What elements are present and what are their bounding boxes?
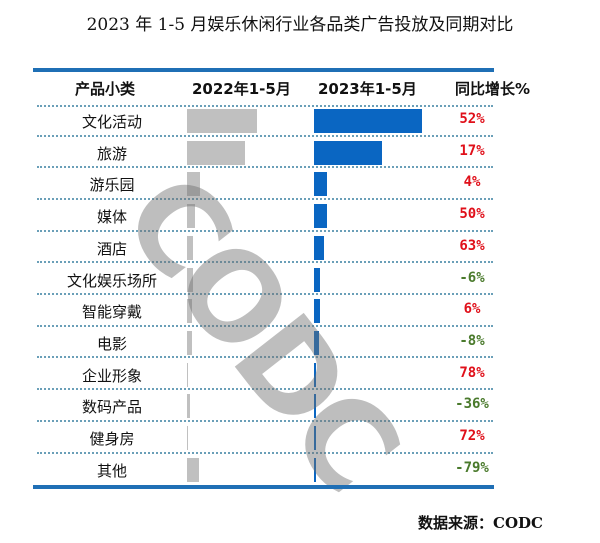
category-label: 文化娱乐场所 (66, 271, 157, 290)
category-label: 文化活动 (81, 113, 142, 131)
bar-2022 (187, 235, 193, 260)
top-rule (33, 68, 494, 72)
row-divider (37, 229, 493, 232)
yoy-value: 17% (459, 142, 485, 159)
yoy-value: -36% (455, 396, 489, 413)
row-divider (37, 356, 493, 359)
row-divider (37, 197, 493, 200)
bar-2022 (187, 457, 199, 482)
row-divider (37, 388, 493, 391)
bar-2022 (187, 172, 200, 197)
category-label: 游乐园 (89, 176, 135, 195)
bar-2023 (314, 330, 319, 355)
header-yoy: 同比增长% (455, 80, 531, 98)
table-row: 智能穿戴 6% (37, 295, 493, 327)
bar-2023 (314, 109, 422, 133)
bar-2023 (314, 394, 316, 419)
bar-2022 (187, 140, 245, 165)
data-source: 数据来源：CODC (418, 514, 543, 532)
table-row: 电影 -8% (37, 327, 493, 359)
table-row: 数码产品 -36% (37, 390, 493, 422)
bar-2023 (314, 140, 382, 165)
category-label: 旅游 (96, 144, 127, 163)
bar-2022 (187, 109, 257, 133)
category-label: 媒体 (96, 208, 127, 227)
row-divider (37, 134, 493, 137)
category-label: 健身房 (89, 430, 135, 448)
row-divider (37, 419, 493, 422)
bar-2022 (187, 362, 188, 387)
bar-2022 (187, 204, 195, 229)
bar-2023 (314, 299, 320, 324)
header-2023: 2023年1-5月 (318, 80, 417, 98)
category-label: 电影 (96, 334, 127, 353)
table-row: 其他 -79% (37, 454, 493, 486)
category-label: 智能穿戴 (81, 303, 142, 322)
yoy-value: 78% (459, 364, 485, 381)
bar-2022 (187, 426, 188, 450)
yoy-value: 52% (459, 111, 485, 127)
bar-2022 (187, 330, 192, 355)
table-row: 文化娱乐场所 -6% (37, 264, 493, 296)
bar-2022 (187, 394, 190, 419)
category-label: 酒店 (96, 239, 127, 258)
row-divider (37, 293, 493, 296)
table-row: 游乐园 4% (37, 168, 493, 200)
yoy-value: 6% (463, 301, 481, 318)
row-divider (37, 105, 493, 107)
table-row: 旅游 17% (37, 137, 493, 169)
yoy-value: 63% (459, 237, 485, 254)
bar-2023 (314, 267, 320, 292)
bar-2023 (314, 426, 316, 450)
bottom-rule (33, 485, 494, 489)
header-category: 产品小类 (75, 80, 136, 98)
bar-2022 (187, 267, 193, 292)
bar-2023 (314, 235, 324, 260)
table-row: 媒体 50% (37, 200, 493, 232)
row-divider (37, 451, 493, 454)
bar-2023 (314, 204, 327, 229)
table-row: 健身房 72% (37, 422, 493, 454)
category-label: 数码产品 (81, 398, 142, 417)
category-label: 企业形象 (81, 366, 142, 385)
row-divider (37, 261, 493, 264)
yoy-value: 50% (459, 206, 485, 223)
row-divider (37, 324, 493, 327)
table-row: 文化活动 52% (37, 105, 493, 137)
header-2022: 2022年1-5月 (192, 80, 291, 98)
yoy-value: -8% (459, 332, 485, 349)
bar-2023 (314, 362, 316, 387)
row-divider (37, 166, 493, 169)
yoy-value: 72% (459, 428, 485, 444)
bar-2023 (314, 457, 316, 482)
table-row: 酒店 63% (37, 232, 493, 264)
table-row: 企业形象 78% (37, 359, 493, 391)
bar-2022 (187, 299, 192, 324)
yoy-value: -6% (459, 269, 485, 286)
bar-2023 (314, 172, 327, 197)
category-label: 其他 (96, 461, 127, 480)
chart-title: 2023 年 1-5 月娱乐休闲行业各品类广告投放及同期对比 (86, 15, 514, 35)
yoy-value: -79% (455, 459, 489, 476)
yoy-value: 4% (463, 174, 481, 191)
